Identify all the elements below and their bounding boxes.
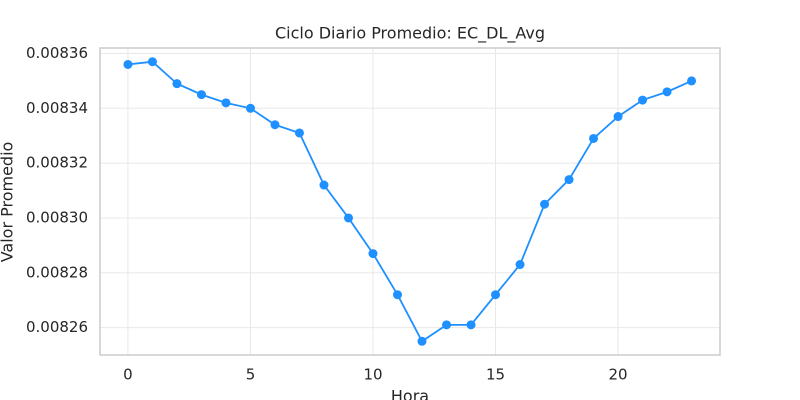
point bbox=[368, 249, 378, 259]
point bbox=[466, 320, 476, 330]
y-tick-label: 0.00834 bbox=[26, 99, 88, 117]
y-tick-label: 0.00830 bbox=[26, 208, 88, 226]
point bbox=[417, 336, 427, 346]
point bbox=[638, 95, 648, 105]
y-tick-label: 0.00826 bbox=[26, 318, 88, 336]
point bbox=[613, 112, 623, 122]
chart-title: Ciclo Diario Promedio: EC_DL_Avg bbox=[275, 24, 545, 44]
point bbox=[294, 128, 304, 138]
point bbox=[491, 290, 501, 300]
y-tick-label: 0.00836 bbox=[26, 44, 88, 62]
point bbox=[123, 59, 133, 69]
point bbox=[442, 320, 452, 330]
plot-frame bbox=[99, 47, 721, 356]
point bbox=[196, 90, 206, 100]
point bbox=[540, 199, 550, 209]
point bbox=[245, 103, 255, 113]
x-tick-label: 20 bbox=[609, 366, 628, 384]
point bbox=[319, 180, 329, 190]
point bbox=[270, 120, 280, 130]
point bbox=[172, 79, 182, 89]
x-tick-label: 15 bbox=[486, 366, 505, 384]
point bbox=[221, 98, 231, 108]
point bbox=[589, 133, 599, 143]
y-tick-label: 0.00828 bbox=[26, 263, 88, 281]
point bbox=[515, 260, 525, 270]
y-axis-label: Valor Promedio bbox=[0, 142, 17, 263]
point bbox=[147, 57, 157, 67]
x-axis-label: Hora bbox=[391, 387, 429, 400]
x-tick-label: 5 bbox=[246, 366, 256, 384]
point bbox=[687, 76, 697, 86]
x-tick-label: 0 bbox=[123, 366, 133, 384]
x-tick-label: 10 bbox=[363, 366, 382, 384]
series-line bbox=[127, 60, 692, 343]
point bbox=[343, 213, 353, 223]
point bbox=[393, 290, 403, 300]
point bbox=[564, 175, 574, 185]
y-tick-label: 0.00832 bbox=[26, 154, 88, 172]
point bbox=[662, 87, 672, 97]
